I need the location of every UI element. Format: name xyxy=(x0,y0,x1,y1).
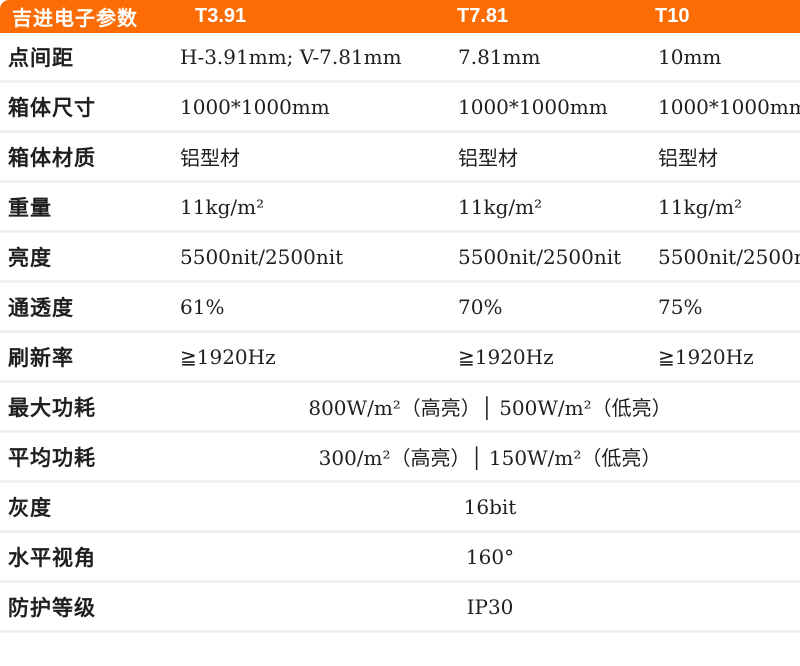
row-brightness: 亮度 5500nit/2500nit 5500nit/2500nit 5500n… xyxy=(0,233,800,283)
value-t3-91: 铝型材 xyxy=(180,146,240,170)
row-label: 亮度 xyxy=(8,244,52,270)
value-t7-81: ≧1920Hz xyxy=(458,344,554,369)
row-label: 最大功耗 xyxy=(8,394,96,420)
value-t7-81: 70% xyxy=(458,294,503,319)
row-label: 刷新率 xyxy=(8,344,74,370)
row-label: 箱体材质 xyxy=(8,144,96,170)
value-t10: ≧1920Hz xyxy=(658,344,754,369)
value-t7-81: 铝型材 xyxy=(458,146,518,170)
merged-value: 16bit xyxy=(463,494,517,519)
header-cell-brand: 吉进电子参数 xyxy=(12,8,138,30)
row-label: 防护等级 xyxy=(8,594,96,620)
value-t7-81: 5500nit/2500nit xyxy=(458,244,622,269)
value-t7-81: 1000*1000mm xyxy=(458,94,608,119)
value-t3-91: ≧1920Hz xyxy=(180,344,276,369)
value-t10: 铝型材 xyxy=(658,146,718,170)
row-dot-pitch: 点间距 H-3.91mm; V-7.81mm 7.81mm 10mm xyxy=(0,33,800,83)
row-label: 重量 xyxy=(8,194,52,220)
value-t7-81: 7.81mm xyxy=(458,44,541,69)
row-avg-power: 平均功耗 300/m²（高亮）│ 150W/m²（低亮） xyxy=(0,433,800,483)
value-t10: 11kg/m² xyxy=(658,194,743,219)
value-t3-91: H-3.91mm; V-7.81mm xyxy=(180,44,402,69)
value-t10: 10mm xyxy=(658,44,722,69)
row-weight: 重量 11kg/m² 11kg/m² 11kg/m² xyxy=(0,183,800,233)
merged-value: 300/m²（高亮）│ 150W/m²（低亮） xyxy=(318,446,662,470)
row-cabinet-size: 箱体尺寸 1000*1000mm 1000*1000mm 1000*1000mm xyxy=(0,83,800,133)
value-t3-91: 1000*1000mm xyxy=(180,94,330,119)
row-grayscale: 灰度 16bit xyxy=(0,483,800,533)
row-ip-rating: 防护等级 IP30 xyxy=(0,583,800,633)
row-transparency: 通透度 61% 70% 75% xyxy=(0,283,800,333)
row-label: 灰度 xyxy=(8,494,52,520)
merged-value: IP30 xyxy=(466,594,514,619)
value-t7-81: 11kg/m² xyxy=(458,194,543,219)
value-t10: 5500nit/2500nit xyxy=(658,244,800,269)
row-refresh-rate: 刷新率 ≧1920Hz ≧1920Hz ≧1920Hz xyxy=(0,333,800,383)
row-viewing-angle: 水平视角 160° xyxy=(0,533,800,583)
row-label: 箱体尺寸 xyxy=(8,94,96,120)
row-label: 平均功耗 xyxy=(8,444,96,470)
value-t3-91: 5500nit/2500nit xyxy=(180,244,344,269)
row-label: 通透度 xyxy=(8,294,74,320)
value-t10: 1000*1000mm xyxy=(658,94,800,119)
row-max-power: 最大功耗 800W/m²（高亮）│ 500W/m²（低亮） xyxy=(0,383,800,433)
header-cell-t3-91: T3.91 xyxy=(195,5,247,27)
table-header: 吉进电子参数 T3.91 T7.81 T10 xyxy=(0,0,800,33)
row-cabinet-material: 箱体材质 铝型材 铝型材 铝型材 xyxy=(0,133,800,183)
value-t10: 75% xyxy=(658,294,703,319)
header-cell-t10: T10 xyxy=(655,5,690,27)
value-t3-91: 11kg/m² xyxy=(180,194,265,219)
row-label: 点间距 xyxy=(8,44,74,70)
header-cell-t7-81: T7.81 xyxy=(457,5,509,27)
value-t3-91: 61% xyxy=(180,294,225,319)
merged-value: 160° xyxy=(465,544,515,569)
merged-value: 800W/m²（高亮）│ 500W/m²（低亮） xyxy=(308,396,672,420)
row-label: 水平视角 xyxy=(8,544,96,570)
